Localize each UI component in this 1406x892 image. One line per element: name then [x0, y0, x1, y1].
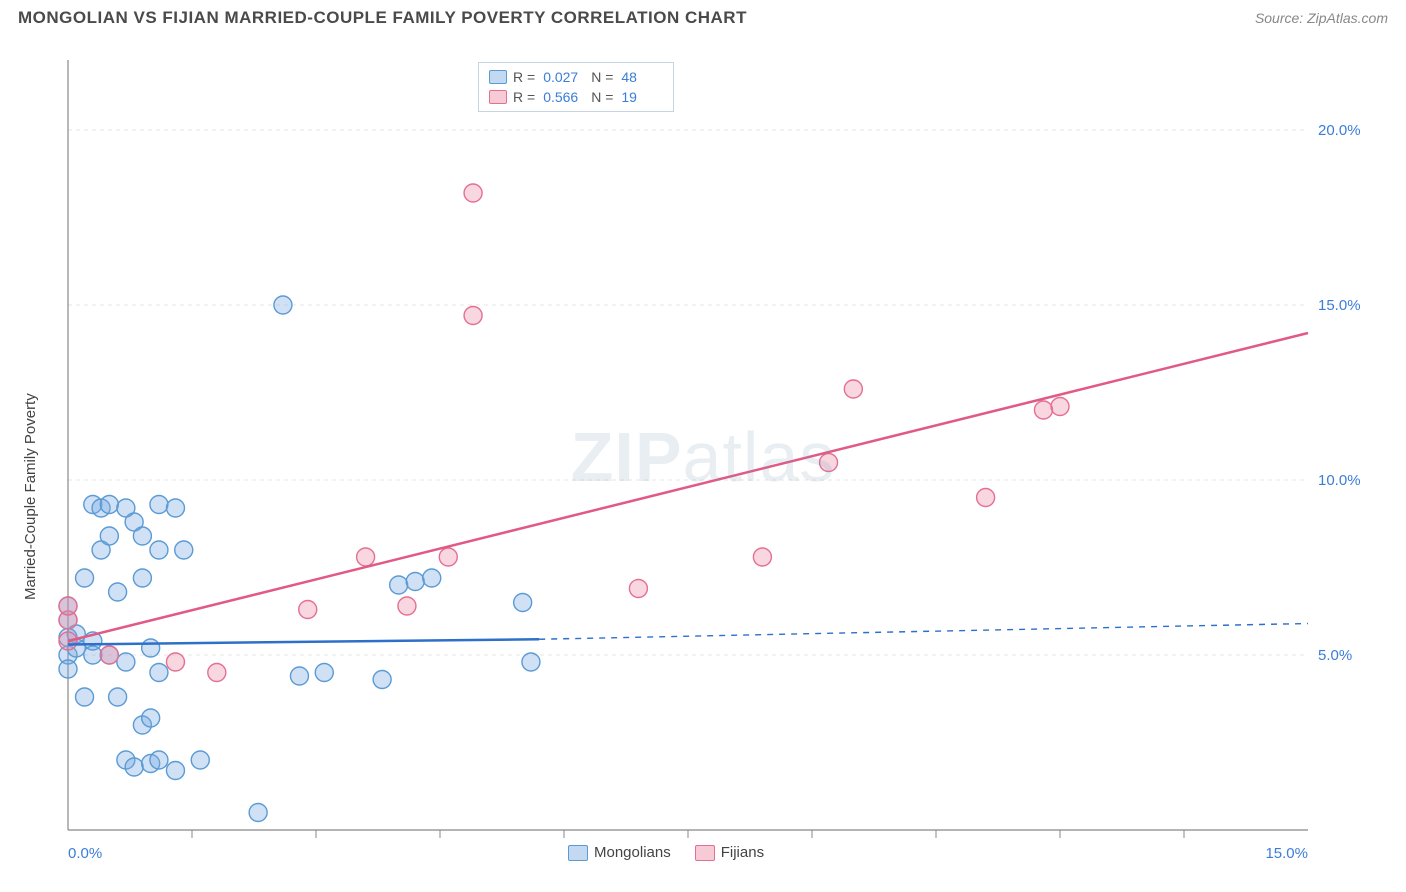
legend-swatch [568, 845, 588, 861]
legend-n-value: 19 [621, 87, 663, 107]
data-point [514, 594, 532, 612]
data-point [142, 709, 160, 727]
data-point [76, 569, 94, 587]
data-point [274, 296, 292, 314]
data-point [299, 601, 317, 619]
trend-line [68, 639, 539, 644]
data-point [753, 548, 771, 566]
data-point [125, 758, 143, 776]
data-point [117, 653, 135, 671]
legend-series: Mongolians Fijians [568, 844, 764, 861]
legend-stats: R = 0.027 N = 48 R = 0.566 N = 19 [478, 62, 674, 112]
data-point [208, 664, 226, 682]
legend-stats-row: R = 0.027 N = 48 [489, 67, 663, 87]
data-point [249, 804, 267, 822]
legend-swatch [489, 90, 507, 104]
data-point [150, 751, 168, 769]
data-point [59, 660, 77, 678]
chart-header: MONGOLIAN VS FIJIAN MARRIED-COUPLE FAMIL… [0, 0, 1406, 34]
data-point [390, 576, 408, 594]
y-tick-label: 20.0% [1318, 122, 1361, 139]
x-tick-label: 0.0% [68, 845, 102, 862]
data-point [109, 583, 127, 601]
legend-n-label: N = [591, 87, 613, 107]
scatter-chart: 5.0% 10.0% 15.0% 20.0% 0.0% 15.0% [18, 40, 1388, 874]
data-point [142, 639, 160, 657]
data-point [150, 664, 168, 682]
y-tick-label: 5.0% [1318, 647, 1352, 664]
legend-series-label: Mongolians [594, 844, 671, 861]
data-point [464, 184, 482, 202]
data-point [59, 597, 77, 615]
data-point [166, 762, 184, 780]
data-point [423, 569, 441, 587]
data-point [100, 496, 118, 514]
trend-line-extrapolation [539, 624, 1308, 640]
data-point [166, 653, 184, 671]
legend-swatch [695, 845, 715, 861]
legend-r-value: 0.027 [543, 67, 585, 87]
data-point [1051, 398, 1069, 416]
data-point [398, 597, 416, 615]
data-point [150, 496, 168, 514]
chart-title: MONGOLIAN VS FIJIAN MARRIED-COUPLE FAMIL… [18, 8, 747, 28]
data-point [76, 688, 94, 706]
data-point [100, 527, 118, 545]
legend-series-label: Fijians [721, 844, 764, 861]
data-point [522, 653, 540, 671]
trend-line [68, 333, 1308, 641]
legend-n-value: 48 [621, 67, 663, 87]
data-point [977, 489, 995, 507]
data-point [191, 751, 209, 769]
legend-r-value: 0.566 [543, 87, 585, 107]
data-point [175, 541, 193, 559]
data-point [844, 380, 862, 398]
data-point [315, 664, 333, 682]
legend-n-label: N = [591, 67, 613, 87]
legend-r-label: R = [513, 87, 535, 107]
legend-series-item: Mongolians [568, 844, 671, 861]
legend-stats-row: R = 0.566 N = 19 [489, 87, 663, 107]
data-point [133, 527, 151, 545]
y-tick-label: 15.0% [1318, 297, 1361, 314]
data-point [406, 573, 424, 591]
data-point [439, 548, 457, 566]
data-point [290, 667, 308, 685]
data-point [166, 499, 184, 517]
legend-series-item: Fijians [695, 844, 764, 861]
data-point [150, 541, 168, 559]
data-point [464, 307, 482, 325]
y-axis-label: Married-Couple Family Poverty [22, 393, 39, 600]
legend-r-label: R = [513, 67, 535, 87]
data-point [820, 454, 838, 472]
chart-container: Married-Couple Family Poverty 5.0% 10.0% 1… [18, 40, 1388, 874]
chart-source: Source: ZipAtlas.com [1255, 10, 1388, 26]
data-point [109, 688, 127, 706]
x-tick-label: 15.0% [1265, 845, 1308, 862]
data-point [1034, 401, 1052, 419]
y-tick-label: 10.0% [1318, 472, 1361, 489]
data-point [373, 671, 391, 689]
legend-swatch [489, 70, 507, 84]
data-point [629, 580, 647, 598]
data-point [133, 569, 151, 587]
data-point [100, 646, 118, 664]
data-point [357, 548, 375, 566]
